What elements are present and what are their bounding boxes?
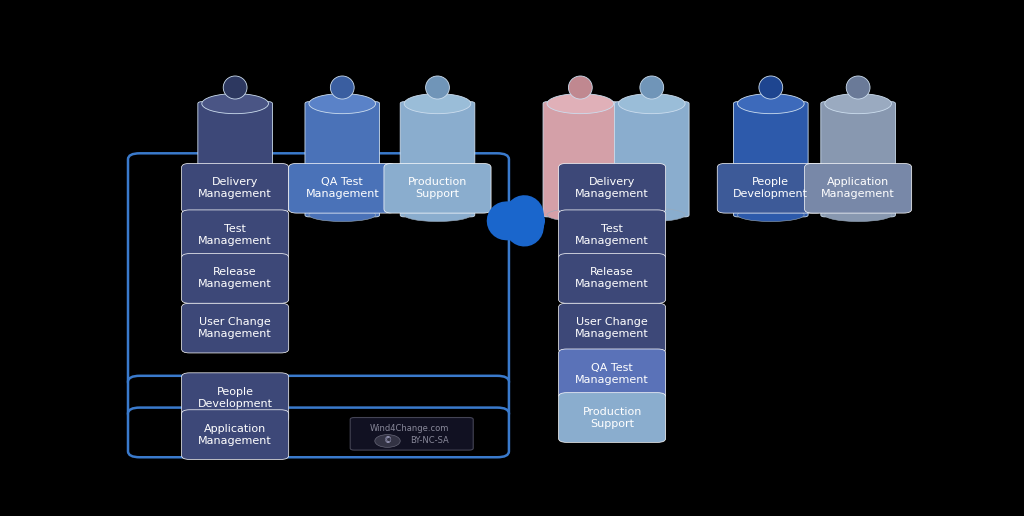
Ellipse shape [759, 76, 782, 99]
FancyBboxPatch shape [181, 410, 289, 459]
FancyBboxPatch shape [181, 373, 289, 423]
Ellipse shape [846, 76, 870, 99]
Text: Production
Support: Production Support [583, 407, 642, 428]
Text: Release
Management: Release Management [199, 267, 272, 289]
Text: User Change
Management: User Change Management [575, 317, 649, 339]
Ellipse shape [618, 93, 685, 114]
FancyBboxPatch shape [289, 164, 396, 213]
Circle shape [375, 434, 400, 447]
Ellipse shape [202, 208, 268, 221]
FancyBboxPatch shape [400, 102, 475, 217]
FancyBboxPatch shape [181, 210, 289, 260]
Ellipse shape [223, 76, 247, 99]
FancyBboxPatch shape [614, 102, 689, 217]
FancyBboxPatch shape [558, 210, 666, 260]
Text: User Change
Management: User Change Management [199, 317, 272, 339]
FancyBboxPatch shape [305, 102, 380, 217]
Text: QA Test
Management: QA Test Management [305, 178, 379, 199]
FancyBboxPatch shape [198, 102, 272, 217]
FancyBboxPatch shape [350, 417, 473, 450]
Text: QA Test
Management: QA Test Management [575, 363, 649, 385]
FancyBboxPatch shape [181, 303, 289, 353]
Text: Delivery
Management: Delivery Management [199, 178, 272, 199]
FancyBboxPatch shape [384, 164, 492, 213]
Ellipse shape [640, 76, 664, 99]
Text: Wind4Change.com: Wind4Change.com [370, 424, 450, 433]
Ellipse shape [547, 208, 613, 221]
Text: ©: © [383, 437, 391, 445]
Text: Test
Management: Test Management [575, 224, 649, 246]
FancyBboxPatch shape [558, 393, 666, 442]
Ellipse shape [404, 208, 471, 221]
FancyBboxPatch shape [181, 164, 289, 213]
FancyBboxPatch shape [128, 376, 509, 420]
FancyBboxPatch shape [558, 254, 666, 303]
Ellipse shape [618, 208, 685, 221]
Text: BY-NC-SA: BY-NC-SA [411, 437, 449, 445]
Text: Production
Support: Production Support [408, 178, 467, 199]
FancyBboxPatch shape [717, 164, 824, 213]
Ellipse shape [737, 208, 804, 221]
Text: Test
Management: Test Management [199, 224, 272, 246]
FancyBboxPatch shape [821, 102, 895, 217]
FancyBboxPatch shape [558, 349, 666, 399]
Text: Application
Management: Application Management [821, 178, 895, 199]
Ellipse shape [568, 76, 592, 99]
Ellipse shape [426, 76, 450, 99]
FancyBboxPatch shape [181, 254, 289, 303]
Ellipse shape [309, 208, 376, 221]
FancyBboxPatch shape [543, 102, 617, 217]
Ellipse shape [309, 93, 376, 114]
Ellipse shape [824, 208, 892, 221]
FancyBboxPatch shape [805, 164, 911, 213]
FancyBboxPatch shape [128, 408, 509, 457]
Text: Release
Management: Release Management [575, 267, 649, 289]
Text: Application
Management: Application Management [199, 424, 272, 446]
FancyBboxPatch shape [558, 164, 666, 213]
Ellipse shape [202, 93, 268, 114]
Ellipse shape [824, 93, 892, 114]
Ellipse shape [404, 93, 471, 114]
Text: Delivery
Management: Delivery Management [575, 178, 649, 199]
Ellipse shape [547, 93, 613, 114]
FancyBboxPatch shape [733, 102, 808, 217]
Ellipse shape [331, 76, 354, 99]
FancyBboxPatch shape [558, 303, 666, 353]
Text: People
Development: People Development [198, 386, 272, 409]
Text: People
Development: People Development [733, 178, 808, 199]
Ellipse shape [737, 93, 804, 114]
FancyBboxPatch shape [128, 153, 509, 388]
